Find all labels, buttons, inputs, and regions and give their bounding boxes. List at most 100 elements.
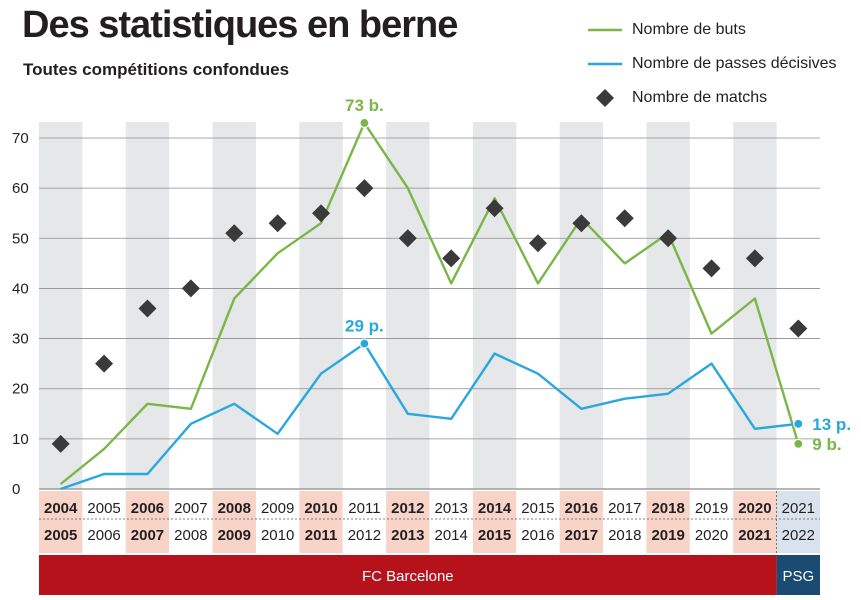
x-tick-label-bottom: 2011 xyxy=(305,527,338,544)
category-cell xyxy=(299,491,343,553)
x-tick-label-bottom: 2005 xyxy=(44,527,77,544)
legend-item-matches: Nombre de matchs xyxy=(586,86,767,110)
match-diamond xyxy=(528,234,547,253)
y-tick-label: 10 xyxy=(12,431,29,448)
y-tick-label: 30 xyxy=(12,331,29,348)
year-band xyxy=(39,122,83,489)
category-cell xyxy=(559,491,604,553)
legend-item-assists: Nombre de passes décisives xyxy=(586,52,837,76)
year-band xyxy=(299,122,343,489)
legend-label-goals: Nombre de buts xyxy=(632,21,746,38)
x-tick-label-bottom: 2008 xyxy=(174,527,207,544)
x-tick-label-bottom: 2009 xyxy=(218,527,251,544)
annotation-label: 73 b. xyxy=(345,96,384,115)
club-label: PSG xyxy=(782,568,814,585)
x-tick-label-bottom: 2010 xyxy=(261,527,294,544)
year-band xyxy=(212,122,256,489)
category-cell xyxy=(646,491,690,553)
annotation-label: 13 p. xyxy=(812,415,851,434)
x-tick-label-bottom: 2018 xyxy=(608,527,641,544)
club-bar xyxy=(39,555,777,595)
y-tick-label: 40 xyxy=(12,280,29,297)
year-band xyxy=(386,122,430,489)
category-cell xyxy=(169,491,213,553)
x-tick-label-bottom: 2014 xyxy=(435,527,468,544)
annotation-marker xyxy=(359,338,370,349)
match-diamond xyxy=(659,229,678,248)
x-tick-label-top: 2015 xyxy=(521,500,554,517)
x-tick-label-bottom: 2016 xyxy=(521,527,554,544)
match-diamond xyxy=(745,249,764,268)
year-band xyxy=(472,122,517,489)
match-diamond xyxy=(572,214,591,233)
match-diamond xyxy=(95,354,114,373)
category-cell xyxy=(733,491,777,553)
category-cell xyxy=(776,491,820,553)
match-diamond xyxy=(225,224,244,243)
club-bar xyxy=(776,555,820,595)
match-diamond xyxy=(138,299,157,318)
match-diamond xyxy=(181,279,200,298)
series-line xyxy=(60,342,799,491)
x-tick-label-bottom: 2012 xyxy=(348,527,381,544)
category-cell xyxy=(39,491,83,553)
category-cell xyxy=(689,491,734,553)
chart-title: Des statistiques en berne xyxy=(22,4,458,46)
x-tick-label-top: 2014 xyxy=(478,500,512,517)
x-tick-label-bottom: 2021 xyxy=(738,527,771,544)
category-cell xyxy=(472,491,517,553)
match-diamond xyxy=(442,249,461,268)
x-tick-label-top: 2011 xyxy=(348,500,380,517)
match-diamond xyxy=(51,434,70,453)
x-tick-label-top: 2012 xyxy=(391,500,424,517)
x-tick-label-top: 2013 xyxy=(435,500,468,517)
x-tick-label-top: 2018 xyxy=(651,500,684,517)
y-tick-label: 20 xyxy=(12,381,29,398)
x-tick-label-top: 2004 xyxy=(44,500,78,517)
legend-label-matches: Nombre de matchs xyxy=(632,89,768,106)
annotation-marker xyxy=(359,117,370,129)
x-tick-label-bottom: 2019 xyxy=(651,527,684,544)
legend-item-goals: Nombre de buts xyxy=(586,18,746,42)
series-line xyxy=(59,121,800,485)
x-tick-label-bottom: 2006 xyxy=(87,527,120,544)
year-band xyxy=(646,122,690,489)
year-band xyxy=(559,122,604,489)
x-tick-label-top: 2006 xyxy=(131,500,164,517)
legend-label-assists: Nombre de passes décisives xyxy=(632,55,837,72)
category-cell xyxy=(342,491,387,553)
y-tick-label: 70 xyxy=(12,130,29,147)
x-tick-label-bottom: 2020 xyxy=(695,527,728,544)
y-tick-label: 60 xyxy=(12,180,29,197)
x-tick-label-top: 2005 xyxy=(87,500,120,517)
category-cell xyxy=(82,491,126,553)
x-tick-label-top: 2010 xyxy=(304,500,337,517)
x-tick-label-bottom: 2007 xyxy=(131,527,164,544)
x-tick-label-bottom: 2022 xyxy=(782,527,815,544)
match-diamond xyxy=(268,214,287,233)
match-diamond xyxy=(398,229,417,248)
chart-subtitle: Toutes compétitions confondues xyxy=(23,60,290,79)
x-tick-label-top: 2016 xyxy=(565,500,598,517)
match-diamond xyxy=(485,199,504,218)
category-cell xyxy=(212,491,256,553)
match-diamond xyxy=(615,209,634,228)
legend-line-goals-icon xyxy=(588,28,622,32)
annotation-label: 29 p. xyxy=(345,317,384,336)
legend-diamond-matches-icon xyxy=(596,89,614,107)
category-cell xyxy=(429,491,473,553)
club-label: FC Barcelone xyxy=(362,568,454,585)
x-tick-label-bottom: 2013 xyxy=(391,527,424,544)
x-tick-label-top: 2009 xyxy=(261,500,294,517)
annotation-marker xyxy=(793,418,804,429)
x-tick-label-top: 2017 xyxy=(608,500,641,517)
year-band xyxy=(733,122,777,489)
x-tick-label-top: 2019 xyxy=(695,500,728,517)
category-cell xyxy=(516,491,560,553)
x-tick-label-bottom: 2015 xyxy=(478,527,511,544)
category-cell xyxy=(603,491,647,553)
annotation-label: 9 b. xyxy=(812,435,841,454)
category-cell xyxy=(255,491,300,553)
x-tick-label-top: 2021 xyxy=(782,500,815,517)
